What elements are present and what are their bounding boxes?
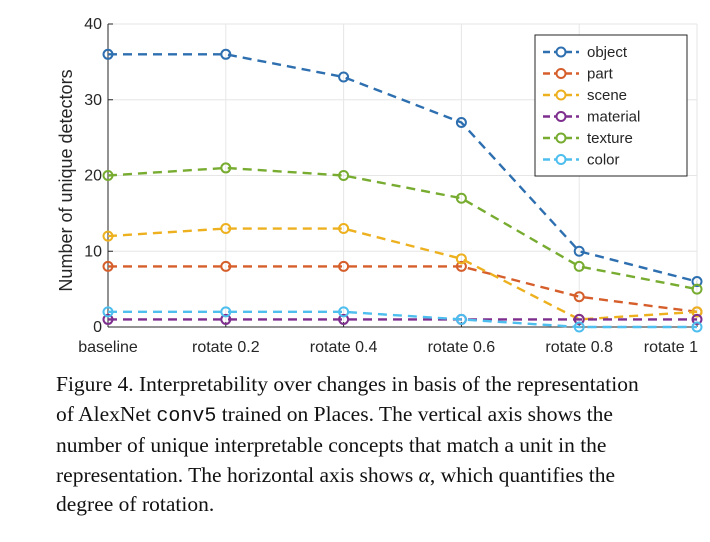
- y-tick-label: 10: [84, 243, 102, 260]
- series-object: [102, 48, 703, 288]
- x-tick-label: rotate 0.8: [545, 339, 613, 356]
- legend: object part scene material texture color: [534, 34, 688, 177]
- legend-label: material: [587, 109, 640, 126]
- data-point: [455, 260, 467, 272]
- data-point: [220, 162, 232, 174]
- series-scene: [102, 223, 703, 325]
- data-point: [338, 260, 350, 272]
- data-point: [573, 313, 585, 325]
- legend-item-material: material: [543, 109, 640, 126]
- data-point: [691, 276, 703, 288]
- series-texture: [102, 162, 703, 295]
- x-tick-label: rotate 0.6: [428, 339, 496, 356]
- legend-item-part: part: [543, 66, 614, 83]
- caption-line-4: representation. The horizontal axis show…: [56, 461, 701, 491]
- x-tick-label: rotate 1: [644, 339, 698, 356]
- data-point: [691, 321, 703, 333]
- data-point: [338, 223, 350, 235]
- figure-caption: Figure 4. Interpretability over changes …: [56, 370, 701, 520]
- data-point: [102, 260, 114, 272]
- data-point: [338, 170, 350, 181]
- data-point: [338, 306, 350, 318]
- legend-label: color: [587, 152, 620, 169]
- caption-alpha-symbol: α: [418, 462, 430, 487]
- legend-marker: [555, 154, 567, 165]
- data-point: [573, 245, 585, 257]
- data-point: [455, 253, 467, 265]
- legend-item-scene: scene: [543, 87, 627, 104]
- caption-line-3: number of unique interpretable concepts …: [56, 433, 607, 457]
- legend-marker: [555, 68, 567, 79]
- caption-line-4-post: , which quantifies the: [429, 462, 616, 487]
- series-line-scene: [107, 227, 698, 321]
- data-point: [102, 313, 114, 325]
- data-point: [102, 170, 114, 181]
- series-color: [102, 306, 703, 333]
- data-point: [220, 223, 232, 235]
- legend-item-object: object: [543, 44, 628, 61]
- x-ticks: baseline rotate 0.2 rotate 0.4 rotate 0.6 ro…: [78, 322, 698, 356]
- series-part: [102, 260, 703, 318]
- legend-box: [534, 34, 688, 177]
- data-point: [455, 192, 467, 204]
- data-point: [102, 230, 114, 242]
- caption-line-5: degree of rotation.: [56, 492, 215, 516]
- series-line-texture: [107, 166, 698, 291]
- data-point: [455, 116, 467, 128]
- data-point: [455, 313, 467, 325]
- y-tick-label: 20: [84, 168, 102, 185]
- data-point: [338, 71, 350, 83]
- series-line-color: [108, 310, 697, 329]
- legend-marker: [555, 46, 567, 58]
- data-point: [102, 48, 114, 60]
- caption-line-4-pre: representation. The horizontal axis show…: [56, 462, 419, 487]
- data-point: [102, 306, 114, 318]
- legend-marker: [555, 111, 567, 122]
- x-tick-label: baseline: [78, 339, 138, 356]
- caption-line-2-post: trained on Places. The vertical axis sho…: [216, 401, 613, 426]
- data-point: [220, 306, 232, 318]
- data-point: [573, 291, 585, 303]
- legend-marker: [555, 89, 567, 101]
- caption-code: conv5: [156, 404, 217, 428]
- line-chart: 0 10 20 30 40 baseline rotate 0.2 rotate 0.4 ro…: [56, 16, 703, 356]
- y-tick-label: 0: [93, 319, 102, 336]
- series-line-object: [108, 53, 698, 283]
- data-point: [220, 313, 232, 325]
- data-point: [573, 260, 585, 272]
- legend-item-color: color: [543, 152, 620, 169]
- data-point: [691, 306, 703, 318]
- caption-line-2: of AlexNet conv5 trained on Places. The …: [56, 400, 701, 432]
- legend-marker: [555, 132, 567, 144]
- legend-label: scene: [587, 87, 627, 104]
- data-point: [691, 283, 703, 295]
- data-point: [338, 313, 350, 325]
- caption-line-2-pre: of AlexNet: [56, 401, 157, 426]
- y-tick-label: 30: [84, 92, 102, 109]
- y-tick-label: 40: [84, 16, 102, 33]
- legend-item-texture: texture: [543, 130, 633, 147]
- series-group: [102, 48, 703, 333]
- x-tick-label: rotate 0.2: [192, 339, 260, 356]
- y-axis-label: Number of unique detectors: [56, 69, 76, 291]
- data-point: [573, 321, 585, 333]
- x-tick-label: rotate 0.4: [310, 339, 378, 356]
- y-ticks: 0 10 20 30 40: [84, 16, 113, 336]
- series-line-part: [108, 265, 698, 314]
- series-material: [102, 313, 703, 325]
- data-point: [220, 48, 232, 60]
- caption-line-1: Figure 4. Interpretability over changes …: [56, 372, 639, 396]
- data-point: [220, 260, 232, 272]
- legend-label: texture: [587, 130, 633, 147]
- legend-label: part: [587, 66, 614, 83]
- data-point: [691, 313, 703, 325]
- legend-label: object: [587, 44, 628, 61]
